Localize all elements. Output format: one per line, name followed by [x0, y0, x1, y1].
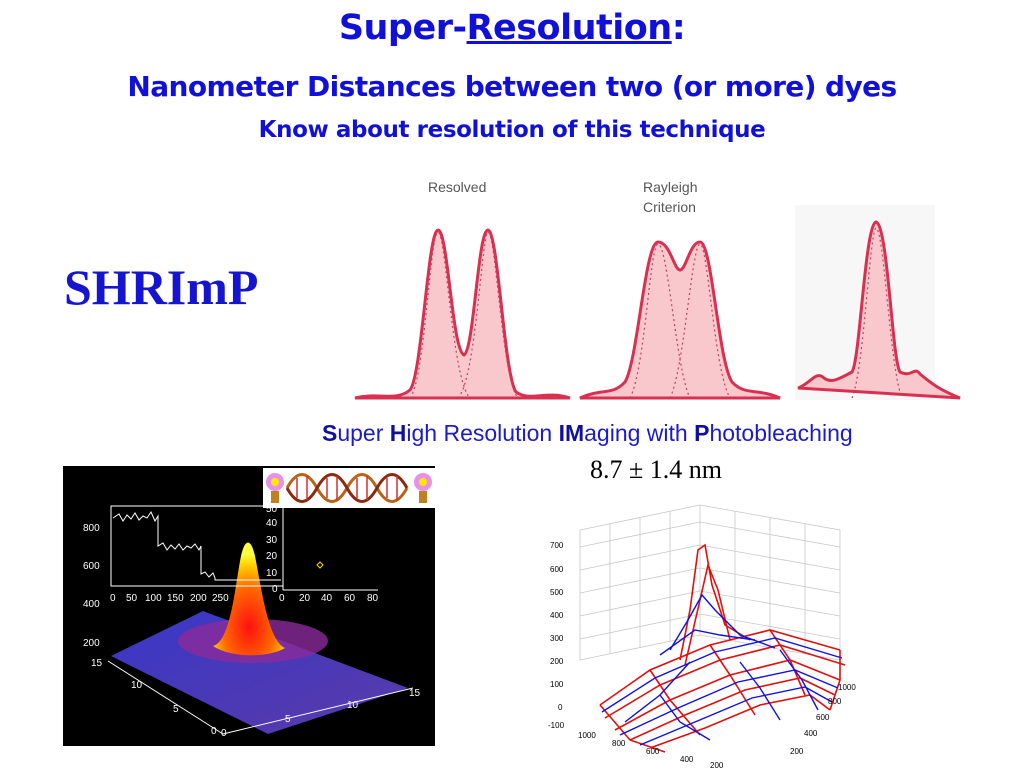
- rayleigh-label-1: Rayleigh: [643, 179, 697, 195]
- surface-right-tick-2: 5: [285, 714, 291, 725]
- surface-peak: [213, 542, 285, 656]
- rayleigh-profile: [579, 240, 781, 400]
- shrimp-label: SHRImP: [64, 259, 259, 315]
- wire-ztick-neg100: -100: [548, 721, 565, 730]
- resolved-dotted-a: [409, 231, 471, 399]
- wire-ztick-400: 400: [550, 611, 564, 620]
- wire-ztick-200: 200: [550, 657, 564, 666]
- acronym-s: S: [322, 420, 338, 446]
- trace-ytick-400: 400: [83, 599, 100, 610]
- surface-right-tick-3: 10: [347, 700, 359, 711]
- wire-right-tick-400: 400: [804, 729, 818, 738]
- acronym-aging: aging with: [584, 420, 695, 446]
- rayleigh-dotted-b: [669, 243, 731, 399]
- surface-right-tick-1: 0: [221, 728, 227, 739]
- wire-right-tick-1000: 1000: [838, 683, 856, 692]
- scatter-ytick-0: 0: [272, 584, 278, 595]
- dna-rungs: [296, 476, 398, 500]
- resolved-label: Resolved: [428, 179, 486, 195]
- wire-left-tick-1000: 1000: [578, 731, 596, 740]
- title-underlined: Resolution: [466, 8, 673, 48]
- acronym-igh: igh Resolution: [406, 420, 559, 446]
- slide-subtitle-2: Know about resolution of this technique: [258, 117, 766, 143]
- wire-right-tick-800: 800: [828, 697, 842, 706]
- wire-left-tick-200: 200: [710, 761, 724, 768]
- surface-left-tick-4: 0: [211, 726, 217, 737]
- wireframe-plot: 700 600 500 400 300 200 100 0 -100 1000 …: [548, 504, 856, 768]
- rayleigh-dotted-a: [629, 243, 691, 399]
- scatter-ytick-30: 30: [266, 535, 278, 546]
- surface-right-tick-4: 15: [409, 688, 421, 699]
- dna-strand-b: [285, 473, 409, 503]
- trace-xtick-50: 50: [126, 593, 138, 604]
- trace-xtick-200: 200: [190, 593, 207, 604]
- acronym-im: IM: [558, 420, 585, 446]
- surface-left-tick-1: 15: [91, 658, 103, 669]
- title-suffix: :: [671, 8, 686, 48]
- trace-ytick-800: 800: [83, 523, 100, 534]
- trace-xtick-0: 0: [110, 593, 116, 604]
- wire-ztick-600: 600: [550, 565, 564, 574]
- wire-ztick-700: 700: [550, 541, 564, 550]
- acronym-hoto: hotobleaching: [709, 420, 853, 446]
- trace-ytick-200: 200: [83, 638, 100, 649]
- scatter-ytick-50: 50: [266, 504, 278, 515]
- surface-left-tick-3: 5: [173, 704, 179, 715]
- scatter-point: [316, 561, 324, 569]
- scatter-ytick-40: 40: [266, 518, 278, 529]
- trace-xtick-100: 100: [145, 593, 162, 604]
- scatter-ytick-20: 20: [266, 551, 278, 562]
- wireframe-box: [579, 504, 841, 661]
- distance-label: 8.7 ± 1.4 nm: [590, 455, 722, 484]
- wire-ztick-100: 100: [550, 680, 564, 689]
- wire-right-tick-600: 600: [816, 713, 830, 722]
- slide-subtitle: Nanometer Distances between two (or more…: [127, 70, 897, 103]
- trace-xtick-150: 150: [167, 593, 184, 604]
- acronym-h: H: [389, 420, 407, 446]
- bulb-icon-right: [414, 473, 432, 503]
- dna-inset: [263, 468, 435, 508]
- resolved-profile: [354, 228, 571, 400]
- slide-title: Super-Resolution:: [0, 8, 1024, 48]
- surface-axis-left: [107, 660, 224, 735]
- scatter-xtick-80: 80: [367, 593, 379, 604]
- acronym-line: Super High Resolution IMaging with Photo…: [322, 420, 853, 447]
- rayleigh-label-2: Criterion: [643, 199, 696, 215]
- trace-line: [112, 510, 281, 581]
- scatter-xtick-0: 0: [279, 593, 285, 604]
- wire-right-tick-200: 200: [790, 747, 804, 756]
- title-prefix: Super-: [338, 8, 467, 48]
- resolved-dotted-b: [457, 231, 519, 399]
- scatter-xtick-40: 40: [321, 593, 333, 604]
- wire-left-tick-800: 800: [612, 739, 626, 748]
- wire-ztick-300: 300: [550, 634, 564, 643]
- scatter-ytick-10: 10: [266, 568, 278, 579]
- surface-left-tick-2: 10: [131, 680, 143, 691]
- bulb-icon-left: [266, 473, 284, 503]
- wire-ztick-0: 0: [558, 703, 563, 712]
- wire-left-tick-400: 400: [680, 755, 694, 764]
- wire-left-tick-600: 600: [646, 747, 660, 756]
- wire-ztick-500: 500: [550, 588, 564, 597]
- scatter-xtick-60: 60: [344, 593, 356, 604]
- resolution-figure: Resolved Rayleigh Criterion: [354, 179, 961, 400]
- surface-axis-right: [222, 687, 414, 735]
- acronym-uper: uper: [337, 420, 390, 446]
- scatter-xtick-20: 20: [299, 593, 311, 604]
- trace-ytick-600: 600: [83, 561, 100, 572]
- surface-plot-image: 15 10 5 0 0 5 10 15 800 600 400 200 0 50…: [63, 466, 435, 746]
- acronym-p: P: [694, 420, 710, 446]
- wireframe-grid-blue: [601, 593, 843, 746]
- trace-xtick-250: 250: [212, 593, 229, 604]
- unresolved-profile: [797, 220, 961, 400]
